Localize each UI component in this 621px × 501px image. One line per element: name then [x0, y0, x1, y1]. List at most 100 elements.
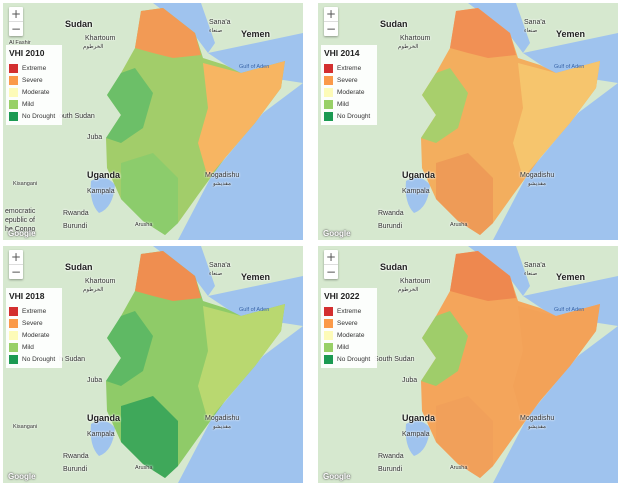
- label-drc-1: emocratic: [5, 208, 36, 215]
- lake-victoria: [90, 177, 115, 213]
- legend-swatch: [9, 318, 18, 328]
- label-arusha: Arusha: [135, 222, 153, 228]
- legend-label: Moderate: [337, 88, 365, 96]
- label-drc-2: epublic of: [5, 217, 35, 224]
- legend-item: Severe: [324, 74, 374, 86]
- map-panel-vhi-2022[interactable]: + − Sudan Khartoum الخرطوم Sana'a صنعاء …: [318, 246, 618, 483]
- legend-swatch: [324, 63, 333, 73]
- label-south-sudan: h Sudan: [59, 356, 86, 363]
- red-sea: [468, 246, 530, 296]
- drought-region-west: [106, 68, 153, 143]
- legend-item: Moderate: [324, 86, 374, 98]
- legend-rows: Extreme Severe Moderate Mild No Drought: [9, 305, 59, 365]
- label-khartoum: Khartoum: [85, 278, 116, 285]
- red-sea: [153, 3, 215, 53]
- vhi-legend: VHI 2018 Extreme Severe Moderate Mild No Dro…: [6, 288, 62, 368]
- label-mogadishu: Mogadishu: [205, 415, 240, 422]
- map-panel-vhi-2010[interactable]: + − Sudan Khartoum الخرطوم Sana'a صنعاء …: [3, 3, 303, 240]
- legend-label: No Drought: [22, 112, 56, 120]
- drought-region-east: [513, 304, 600, 421]
- label-mogadishu-ar: مقديشو: [528, 424, 546, 430]
- zoom-in-button[interactable]: +: [325, 7, 337, 21]
- zoom-in-button[interactable]: +: [10, 250, 22, 264]
- map-canvas[interactable]: [3, 3, 303, 240]
- google-logo: Google: [323, 229, 351, 238]
- indian-ocean: [493, 83, 618, 240]
- map-panel-vhi-2018[interactable]: + − Sudan Khartoum الخرطوم Sana'a صنعاء …: [3, 246, 303, 483]
- legend-label: Mild: [22, 100, 34, 108]
- map-canvas[interactable]: [3, 246, 303, 483]
- legend-swatch: [324, 354, 333, 364]
- legend-label: Extreme: [22, 64, 47, 72]
- label-kisangani: Kisangani: [13, 181, 38, 187]
- label-mogadishu: Mogadishu: [520, 172, 555, 179]
- label-mogadishu-ar: مقديشو: [213, 424, 231, 430]
- map-canvas[interactable]: [318, 3, 618, 240]
- label-kampala: Kampala: [87, 431, 115, 438]
- legend-swatch: [9, 87, 18, 97]
- indian-ocean: [178, 83, 303, 240]
- zoom-out-button[interactable]: −: [324, 21, 338, 36]
- legend-label: No Drought: [337, 112, 371, 120]
- drought-region-south: [436, 396, 493, 478]
- label-sanaa-ar: صنعاء: [524, 28, 538, 34]
- legend-label: Mild: [337, 343, 349, 351]
- drought-region-south: [121, 153, 178, 235]
- legend-label: Severe: [22, 319, 43, 327]
- legend-title: VHI 2014: [324, 48, 360, 58]
- legend-label: Extreme: [337, 64, 362, 72]
- legend-rows: Extreme Severe Moderate Mild No Drought: [324, 62, 374, 122]
- legend-swatch: [324, 111, 333, 121]
- zoom-out-button[interactable]: −: [9, 21, 23, 36]
- label-sanaa: Sana'a: [524, 262, 546, 269]
- legend-item: Extreme: [324, 305, 374, 317]
- label-yemen: Yemen: [556, 29, 586, 39]
- legend-item: Mild: [9, 341, 59, 353]
- zoom-control: + −: [9, 250, 23, 279]
- label-sudan: Sudan: [380, 262, 408, 272]
- red-sea: [153, 246, 215, 296]
- drought-region-west: [421, 311, 468, 386]
- legend-rows: Extreme Severe Moderate Mild No Drought: [9, 62, 59, 122]
- label-yemen: Yemen: [241, 272, 271, 282]
- legend-swatch: [324, 342, 333, 352]
- label-khartoum: Khartoum: [400, 278, 431, 285]
- label-south-sudan: outh Sudan: [59, 113, 95, 120]
- label-burundi: Burundi: [378, 223, 403, 230]
- legend-label: Moderate: [22, 331, 50, 339]
- legend-swatch: [324, 87, 333, 97]
- legend-item: Moderate: [9, 86, 59, 98]
- lake-victoria: [405, 177, 430, 213]
- legend-label: No Drought: [22, 355, 56, 363]
- label-sanaa: Sana'a: [524, 19, 546, 26]
- legend-item: No Drought: [324, 353, 374, 365]
- lake-victoria: [405, 420, 430, 456]
- label-burundi: Burundi: [63, 223, 88, 230]
- zoom-control: + −: [9, 7, 23, 36]
- legend-title: VHI 2010: [9, 48, 45, 58]
- legend-swatch: [9, 111, 18, 121]
- label-sanaa-ar: صنعاء: [524, 271, 538, 277]
- zoom-out-button[interactable]: −: [9, 264, 23, 279]
- legend-label: Mild: [22, 343, 34, 351]
- zoom-out-button[interactable]: −: [324, 264, 338, 279]
- label-juba: Juba: [87, 134, 103, 141]
- label-rwanda: Rwanda: [378, 210, 404, 217]
- legend-label: Severe: [337, 319, 358, 327]
- legend-title: VHI 2022: [324, 291, 360, 301]
- label-drc-3: he Congo: [5, 226, 36, 233]
- legend-item: Moderate: [324, 329, 374, 341]
- zoom-in-button[interactable]: +: [10, 7, 22, 21]
- label-gulf-of-aden: Gulf of Aden: [554, 64, 585, 70]
- legend-swatch: [324, 75, 333, 85]
- map-panel-vhi-2014[interactable]: + − Sudan Khartoum الخرطوم Sana'a صنعاء …: [318, 3, 618, 240]
- vhi-legend: VHI 2014 Extreme Severe Moderate Mild No Dro…: [321, 45, 377, 125]
- label-sudan: Sudan: [65, 262, 93, 272]
- legend-swatch: [9, 342, 18, 352]
- label-khartoum: Khartoum: [400, 35, 431, 42]
- label-juba: Juba: [402, 377, 418, 384]
- label-khartoum-ar: الخرطوم: [398, 287, 419, 293]
- label-mogadishu-ar: مقديشو: [213, 181, 231, 187]
- map-canvas[interactable]: [318, 246, 618, 483]
- zoom-in-button[interactable]: +: [325, 250, 337, 264]
